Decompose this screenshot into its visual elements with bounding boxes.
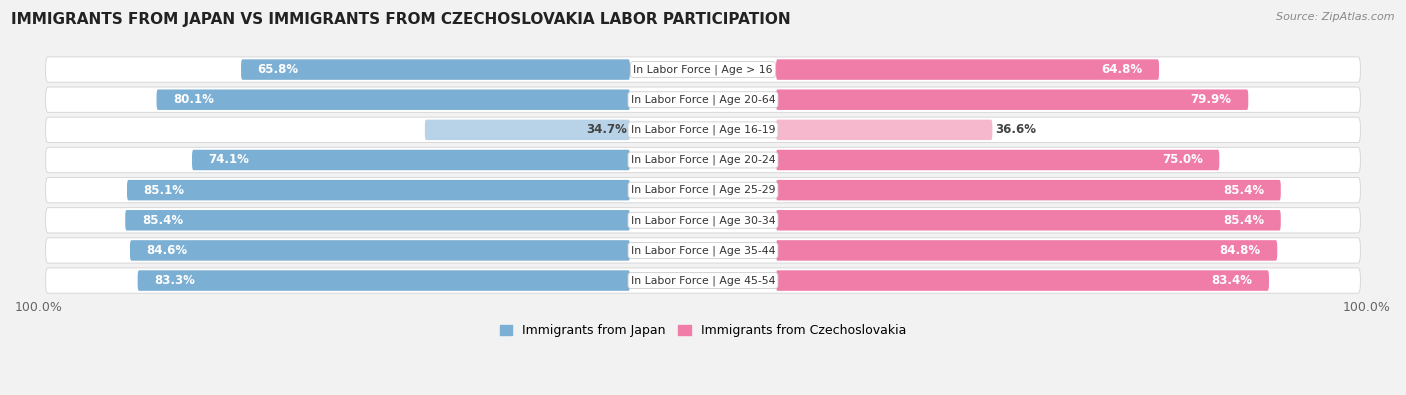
FancyBboxPatch shape bbox=[45, 268, 1361, 293]
Text: 36.6%: 36.6% bbox=[995, 123, 1036, 136]
Text: 65.8%: 65.8% bbox=[257, 63, 299, 76]
FancyBboxPatch shape bbox=[776, 59, 1159, 80]
FancyBboxPatch shape bbox=[45, 238, 1361, 263]
Text: 84.6%: 84.6% bbox=[146, 244, 187, 257]
FancyBboxPatch shape bbox=[45, 208, 1361, 233]
Text: 75.0%: 75.0% bbox=[1161, 154, 1202, 167]
FancyBboxPatch shape bbox=[776, 210, 1281, 231]
Text: 85.1%: 85.1% bbox=[143, 184, 184, 197]
Text: In Labor Force | Age 30-34: In Labor Force | Age 30-34 bbox=[631, 215, 775, 226]
Text: 64.8%: 64.8% bbox=[1101, 63, 1143, 76]
Text: 85.4%: 85.4% bbox=[1223, 214, 1264, 227]
FancyBboxPatch shape bbox=[45, 87, 1361, 112]
Text: IMMIGRANTS FROM JAPAN VS IMMIGRANTS FROM CZECHOSLOVAKIA LABOR PARTICIPATION: IMMIGRANTS FROM JAPAN VS IMMIGRANTS FROM… bbox=[11, 12, 790, 27]
FancyBboxPatch shape bbox=[127, 180, 630, 200]
FancyBboxPatch shape bbox=[776, 150, 1219, 170]
Text: In Labor Force | Age 25-29: In Labor Force | Age 25-29 bbox=[631, 185, 775, 196]
Text: In Labor Force | Age > 16: In Labor Force | Age > 16 bbox=[633, 64, 773, 75]
Text: 85.4%: 85.4% bbox=[1223, 184, 1264, 197]
FancyBboxPatch shape bbox=[45, 147, 1361, 173]
FancyBboxPatch shape bbox=[776, 89, 1249, 110]
FancyBboxPatch shape bbox=[425, 120, 630, 140]
Text: 80.1%: 80.1% bbox=[173, 93, 214, 106]
Text: 74.1%: 74.1% bbox=[208, 154, 249, 167]
Text: 85.4%: 85.4% bbox=[142, 214, 183, 227]
FancyBboxPatch shape bbox=[138, 270, 630, 291]
FancyBboxPatch shape bbox=[776, 270, 1270, 291]
Text: In Labor Force | Age 16-19: In Labor Force | Age 16-19 bbox=[631, 124, 775, 135]
FancyBboxPatch shape bbox=[776, 120, 993, 140]
FancyBboxPatch shape bbox=[45, 57, 1361, 82]
FancyBboxPatch shape bbox=[776, 180, 1281, 200]
FancyBboxPatch shape bbox=[45, 177, 1361, 203]
Text: Source: ZipAtlas.com: Source: ZipAtlas.com bbox=[1277, 12, 1395, 22]
FancyBboxPatch shape bbox=[156, 89, 630, 110]
FancyBboxPatch shape bbox=[45, 117, 1361, 143]
Text: 34.7%: 34.7% bbox=[586, 123, 627, 136]
Text: In Labor Force | Age 45-54: In Labor Force | Age 45-54 bbox=[631, 275, 775, 286]
Text: In Labor Force | Age 20-64: In Labor Force | Age 20-64 bbox=[631, 94, 775, 105]
Text: 84.8%: 84.8% bbox=[1219, 244, 1261, 257]
Text: 83.3%: 83.3% bbox=[155, 274, 195, 287]
Text: In Labor Force | Age 20-24: In Labor Force | Age 20-24 bbox=[631, 155, 775, 165]
Legend: Immigrants from Japan, Immigrants from Czechoslovakia: Immigrants from Japan, Immigrants from C… bbox=[495, 320, 911, 342]
FancyBboxPatch shape bbox=[240, 59, 630, 80]
Text: In Labor Force | Age 35-44: In Labor Force | Age 35-44 bbox=[631, 245, 775, 256]
Text: 83.4%: 83.4% bbox=[1212, 274, 1253, 287]
FancyBboxPatch shape bbox=[193, 150, 630, 170]
FancyBboxPatch shape bbox=[129, 240, 630, 261]
FancyBboxPatch shape bbox=[776, 240, 1277, 261]
Text: 79.9%: 79.9% bbox=[1191, 93, 1232, 106]
FancyBboxPatch shape bbox=[125, 210, 630, 231]
